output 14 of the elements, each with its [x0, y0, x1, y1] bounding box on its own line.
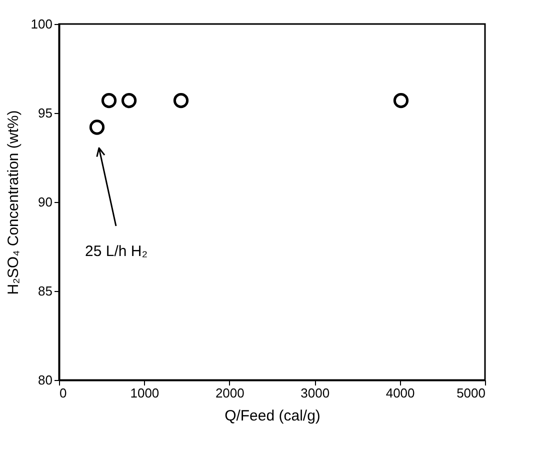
annotation: 25 L/h H₂ [85, 243, 148, 260]
y-axis-title: H₂SO₄ Concentration (wt%) [4, 110, 22, 295]
x-tick-label: 3000 [300, 386, 330, 400]
x-tick-label: 2000 [215, 386, 244, 400]
x-axis-title: Q/Feed (cal/g) [224, 408, 320, 424]
x-tick-label: 5000 [456, 386, 486, 400]
x-tick-label: 0 [60, 386, 67, 400]
x-tick-label: 1000 [130, 386, 160, 400]
y-tick-label: 90 [38, 194, 52, 210]
x-tick-label: 4000 [386, 386, 415, 400]
y-tick-label: 80 [38, 372, 52, 388]
y-tick-label: 95 [38, 106, 52, 120]
y-tick-label: 100 [30, 16, 52, 32]
y-tick-label: 85 [38, 284, 52, 298]
